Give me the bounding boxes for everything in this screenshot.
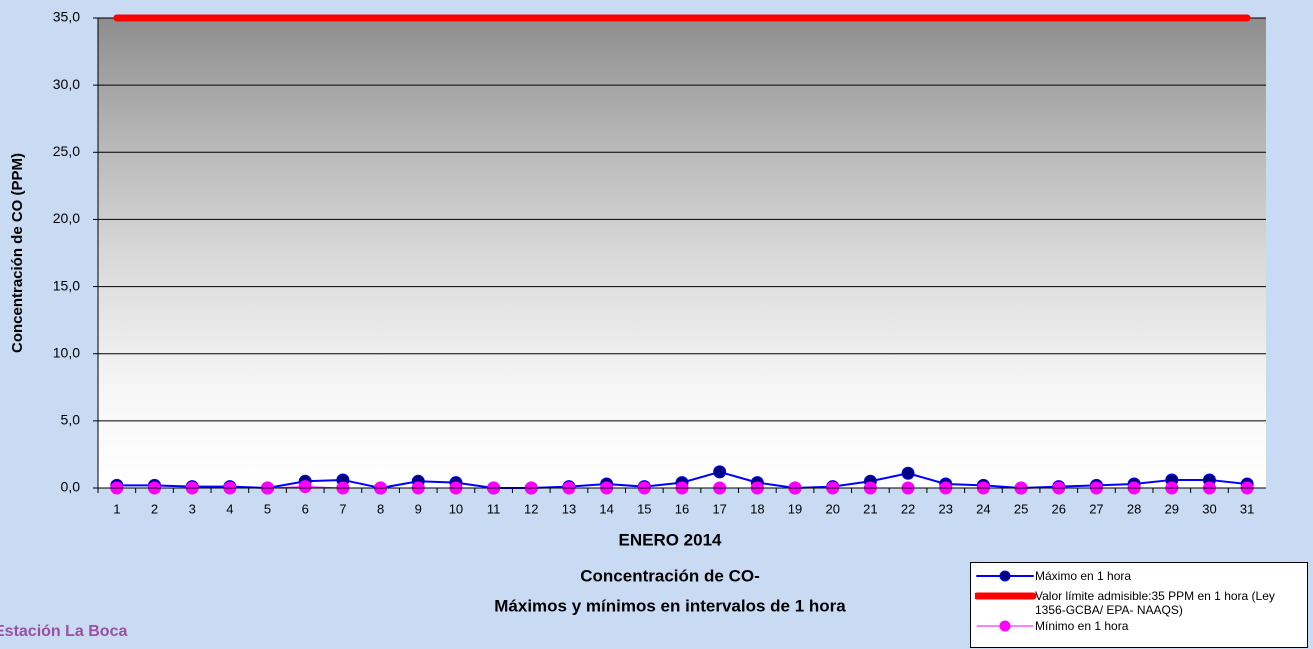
x-tick-label: 13 bbox=[562, 501, 576, 516]
x-tick-label: 12 bbox=[524, 501, 538, 516]
x-tick-label: 29 bbox=[1165, 501, 1179, 516]
x-tick-label: 9 bbox=[415, 501, 422, 516]
x-tick-label: 27 bbox=[1089, 501, 1103, 516]
x-tick-label: 28 bbox=[1127, 501, 1141, 516]
x-tick-label: 26 bbox=[1052, 501, 1066, 516]
point bbox=[713, 465, 727, 479]
x-tick-label: 2 bbox=[151, 501, 158, 516]
x-tick-label: 4 bbox=[226, 501, 233, 516]
x-tick-label: 31 bbox=[1240, 501, 1254, 516]
x-tick-label: 11 bbox=[487, 501, 501, 516]
x-tick-label: 1 bbox=[113, 501, 120, 516]
legend-swatch bbox=[976, 620, 1034, 632]
y-tick-label: 0,0 bbox=[61, 479, 81, 495]
legend-marker bbox=[999, 620, 1011, 632]
legend-label: Mínimo en 1 hora bbox=[1035, 619, 1129, 633]
x-tick-label: 25 bbox=[1014, 501, 1028, 516]
point bbox=[298, 480, 312, 494]
x-tick-label: 16 bbox=[675, 501, 689, 516]
x-tick-label: 8 bbox=[377, 501, 384, 516]
x-tick-label: 23 bbox=[939, 501, 953, 516]
x-tick-label: 14 bbox=[599, 501, 613, 516]
x-tick-label: 3 bbox=[189, 501, 196, 516]
chart-title: Concentración de CO- bbox=[580, 566, 759, 585]
y-tick-label: 25,0 bbox=[53, 143, 80, 159]
legend: Máximo en 1 hora Valor límite admisible:3… bbox=[970, 562, 1308, 648]
y-tick-label: 35,0 bbox=[53, 9, 80, 25]
x-tick-label: 6 bbox=[302, 501, 309, 516]
x-tick-label: 19 bbox=[788, 501, 802, 516]
y-tick-label: 10,0 bbox=[53, 344, 80, 360]
y-title: Concentración de CO (PPM) bbox=[9, 153, 26, 353]
legend-label: Máximo en 1 hora bbox=[1035, 569, 1132, 583]
x-tick-label: 15 bbox=[637, 501, 651, 516]
x-tick-label: 24 bbox=[976, 501, 990, 516]
x-tick-label: 7 bbox=[339, 501, 346, 516]
y-tick-label: 15,0 bbox=[53, 277, 80, 293]
legend-marker bbox=[999, 570, 1011, 582]
y-tick-label: 30,0 bbox=[53, 76, 80, 92]
station-label: Estación La Boca bbox=[0, 623, 127, 640]
x-title: ENERO 2014 bbox=[619, 530, 723, 549]
chart-title: Máximos y mínimos en intervalos de 1 hor… bbox=[494, 596, 846, 615]
x-tick-label: 10 bbox=[449, 501, 463, 516]
legend-label: Valor límite admisible:35 PPM en 1 hora … bbox=[1035, 589, 1275, 617]
y-tick-label: 20,0 bbox=[53, 210, 80, 226]
x-tick-label: 5 bbox=[264, 501, 271, 516]
x-tick-label: 22 bbox=[901, 501, 915, 516]
point bbox=[901, 466, 915, 480]
x-tick-label: 18 bbox=[750, 501, 764, 516]
x-tick-label: 17 bbox=[712, 501, 726, 516]
legend-swatch bbox=[975, 592, 1037, 600]
x-tick-label: 20 bbox=[825, 501, 839, 516]
x-tick-label: 30 bbox=[1202, 501, 1216, 516]
legend-swatch bbox=[976, 570, 1034, 582]
x-tick-label: 21 bbox=[863, 501, 877, 516]
y-tick-label: 5,0 bbox=[61, 412, 81, 428]
plot-area bbox=[98, 18, 1266, 488]
